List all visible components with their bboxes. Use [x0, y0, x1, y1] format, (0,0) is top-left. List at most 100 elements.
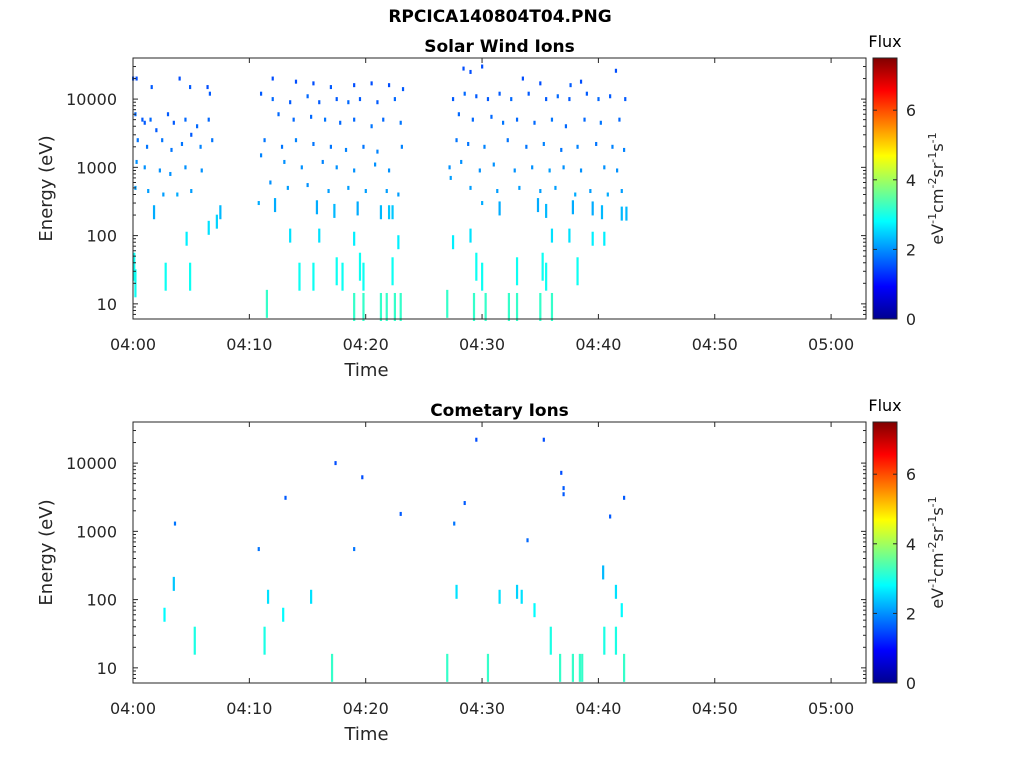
- flux-cell: [602, 565, 605, 580]
- flux-cell: [562, 492, 565, 497]
- flux-cell: [545, 97, 548, 102]
- flux-cell: [548, 168, 551, 173]
- flux-cell: [318, 228, 321, 243]
- flux-cell: [449, 175, 452, 180]
- flux-cell: [579, 79, 583, 84]
- flux-cell: [579, 168, 583, 173]
- flux-cell: [446, 289, 449, 318]
- flux-cell: [391, 257, 394, 286]
- colorbar-tick-label: 2: [906, 604, 916, 623]
- flux-cell: [401, 87, 405, 92]
- flux-cell: [506, 138, 509, 143]
- flux-cell: [353, 231, 356, 246]
- y-tick-label: 10000: [66, 454, 117, 473]
- x-tick-label: 04:10: [226, 335, 272, 354]
- flux-cell: [609, 94, 612, 99]
- flux-cell: [282, 607, 285, 622]
- flux-cell: [507, 292, 511, 321]
- flux-cell: [576, 257, 579, 286]
- flux-cell: [560, 470, 563, 475]
- flux-cell: [486, 653, 490, 682]
- flux-cell: [289, 228, 292, 243]
- flux-cell: [576, 144, 579, 149]
- x-tick-label: 04:00: [110, 699, 156, 718]
- y-tick-label: 1000: [76, 158, 117, 177]
- flux-cell: [387, 205, 391, 220]
- flux-cell: [170, 147, 173, 152]
- flux-cell: [559, 653, 562, 682]
- flux-cell: [451, 97, 455, 102]
- flux-cell: [292, 117, 295, 122]
- x-tick-label: 04:30: [459, 335, 505, 354]
- flux-cell: [362, 292, 365, 321]
- flux-cell: [152, 205, 156, 220]
- data-cells: [163, 437, 626, 682]
- flux-cell: [147, 189, 150, 194]
- flux-cell: [569, 83, 572, 88]
- flux-cell: [284, 495, 287, 500]
- flux-cell: [541, 252, 544, 281]
- y-tick-label: 10000: [66, 90, 117, 109]
- flux-cell: [515, 257, 519, 286]
- flux-cell: [312, 81, 315, 86]
- flux-cell: [312, 262, 315, 291]
- flux-cell: [583, 117, 586, 122]
- flux-cell: [162, 192, 165, 197]
- x-tick-label: 04:00: [110, 335, 156, 354]
- x-tick-label: 04:20: [343, 699, 389, 718]
- flux-cell: [545, 203, 548, 218]
- panel-title: Solar Wind Ions: [424, 37, 575, 57]
- flux-cell: [310, 589, 313, 604]
- x-axis-label: Time: [343, 724, 388, 745]
- flux-cell: [385, 189, 388, 194]
- flux-cell: [397, 192, 400, 197]
- flux-cell: [536, 198, 540, 213]
- flux-cell: [539, 81, 542, 86]
- flux-cell: [448, 165, 451, 170]
- flux-cell: [481, 201, 484, 206]
- flux-cell: [568, 228, 571, 243]
- flux-cell: [600, 205, 604, 220]
- flux-cell: [362, 262, 365, 291]
- flux-cell: [525, 144, 528, 149]
- flux-cell: [176, 192, 179, 197]
- flux-cell: [185, 231, 188, 246]
- flux-cell: [265, 289, 269, 318]
- flux-cell: [200, 168, 203, 173]
- x-tick-label: 04:10: [226, 699, 272, 718]
- flux-cell: [609, 514, 612, 519]
- colorbar-title: Flux: [868, 396, 901, 415]
- flux-cell: [393, 97, 396, 102]
- colorbar-tick-label: 0: [906, 310, 916, 329]
- flux-cell: [616, 168, 619, 173]
- flux-cell: [549, 626, 552, 655]
- flux-cell: [614, 68, 618, 73]
- flux-cell: [335, 97, 338, 102]
- flux-cell: [498, 201, 501, 216]
- x-axis-label: Time: [343, 360, 388, 381]
- flux-cell: [164, 262, 167, 291]
- flux-cell: [393, 292, 396, 321]
- flux-cell: [562, 165, 565, 170]
- flux-cell: [622, 653, 626, 682]
- flux-cell: [462, 66, 465, 71]
- flux-cell: [312, 141, 315, 146]
- flux-cell: [581, 653, 584, 682]
- flux-cell: [370, 124, 373, 129]
- flux-cell: [356, 201, 359, 216]
- flux-cell: [568, 97, 571, 102]
- flux-cell: [620, 189, 623, 194]
- flux-cell: [135, 76, 138, 81]
- flux-cell: [206, 85, 209, 90]
- flux-cell: [321, 159, 324, 164]
- colorbar-tick-label: 6: [906, 101, 916, 120]
- flux-cell: [263, 626, 266, 655]
- flux-cell: [481, 64, 484, 69]
- flux-cell: [315, 200, 319, 215]
- flux-cell: [329, 85, 332, 90]
- flux-cell: [521, 76, 524, 81]
- flux-cell: [190, 132, 193, 137]
- flux-cell: [469, 228, 472, 243]
- colorbar-tick-label: 0: [906, 674, 916, 693]
- flux-cell: [520, 589, 523, 604]
